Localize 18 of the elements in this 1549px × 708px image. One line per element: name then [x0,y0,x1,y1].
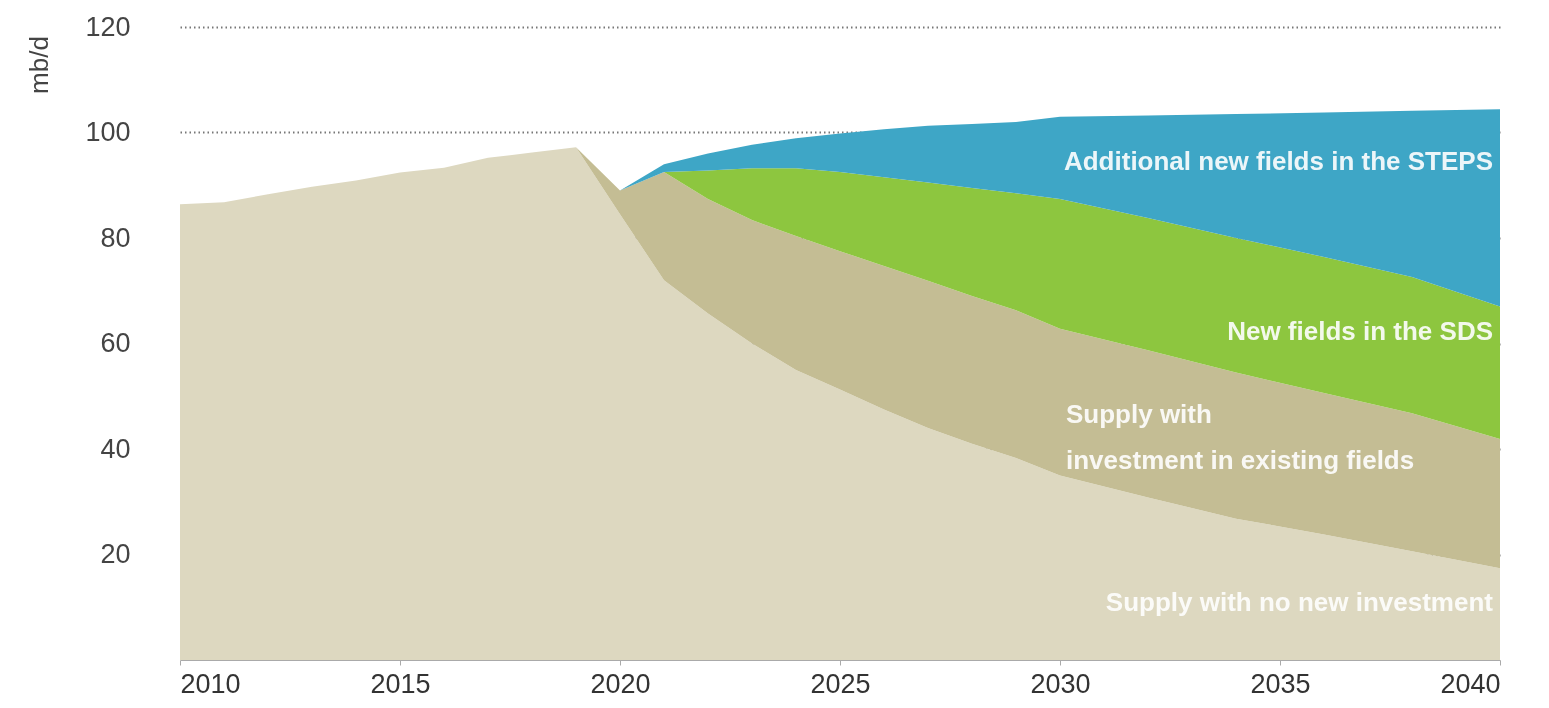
y-tick-label: 100 [85,117,131,147]
series-label: Supply with no new investment [1105,587,1494,617]
series-label: Supply with investment in existing fields [1066,399,1415,475]
x-tick-label: 2040 [1440,668,1501,699]
y-tick-label: 40 [100,433,131,464]
x-tick-label: 2030 [1030,668,1091,699]
x-tick-label: 2020 [590,668,651,699]
series-label: Additional new fields in the STEPS [1063,146,1493,176]
y-tick-label: 120 [85,11,131,42]
x-tick-label: 2015 [370,668,431,699]
x-tick-label: 2035 [1250,668,1311,699]
y-tick-label: 80 [100,222,131,253]
y-axis-title: mb/d [24,36,54,94]
x-tick-label: 2010 [180,668,241,699]
y-tick-label: 20 [100,539,131,569]
y-tick-label: 60 [100,328,131,358]
series-label: New fields in the SDS [1227,316,1493,346]
x-tick-label: 2025 [810,668,871,699]
